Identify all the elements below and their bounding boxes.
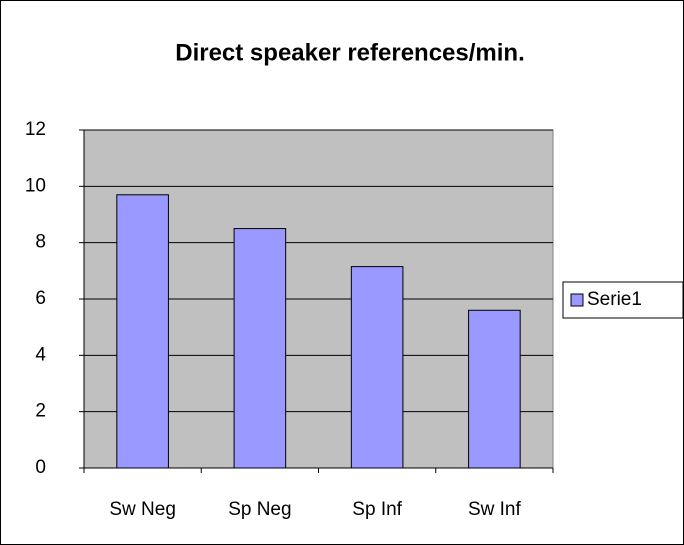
x-tick-label: Sw Neg	[109, 499, 176, 520]
x-tick-label: Sp Neg	[228, 499, 291, 520]
y-tick-label: 2	[35, 401, 46, 422]
bar	[116, 194, 169, 469]
y-tick-label: 8	[35, 232, 46, 253]
chart-title: Direct speaker references/min.	[175, 39, 525, 66]
y-tick-label: 4	[35, 344, 46, 365]
x-tick-label: Sp Inf	[352, 499, 402, 520]
bar	[468, 309, 521, 469]
legend-swatch	[570, 293, 584, 307]
y-tick-label: 10	[25, 175, 46, 196]
legend-label: Serie1	[587, 289, 642, 310]
y-tick-label: 0	[35, 457, 46, 478]
bar	[350, 266, 404, 469]
bar	[233, 228, 287, 469]
y-tick-label: 12	[25, 119, 46, 140]
y-tick-label: 6	[35, 288, 46, 309]
x-tick-label: Sw Inf	[468, 499, 522, 520]
